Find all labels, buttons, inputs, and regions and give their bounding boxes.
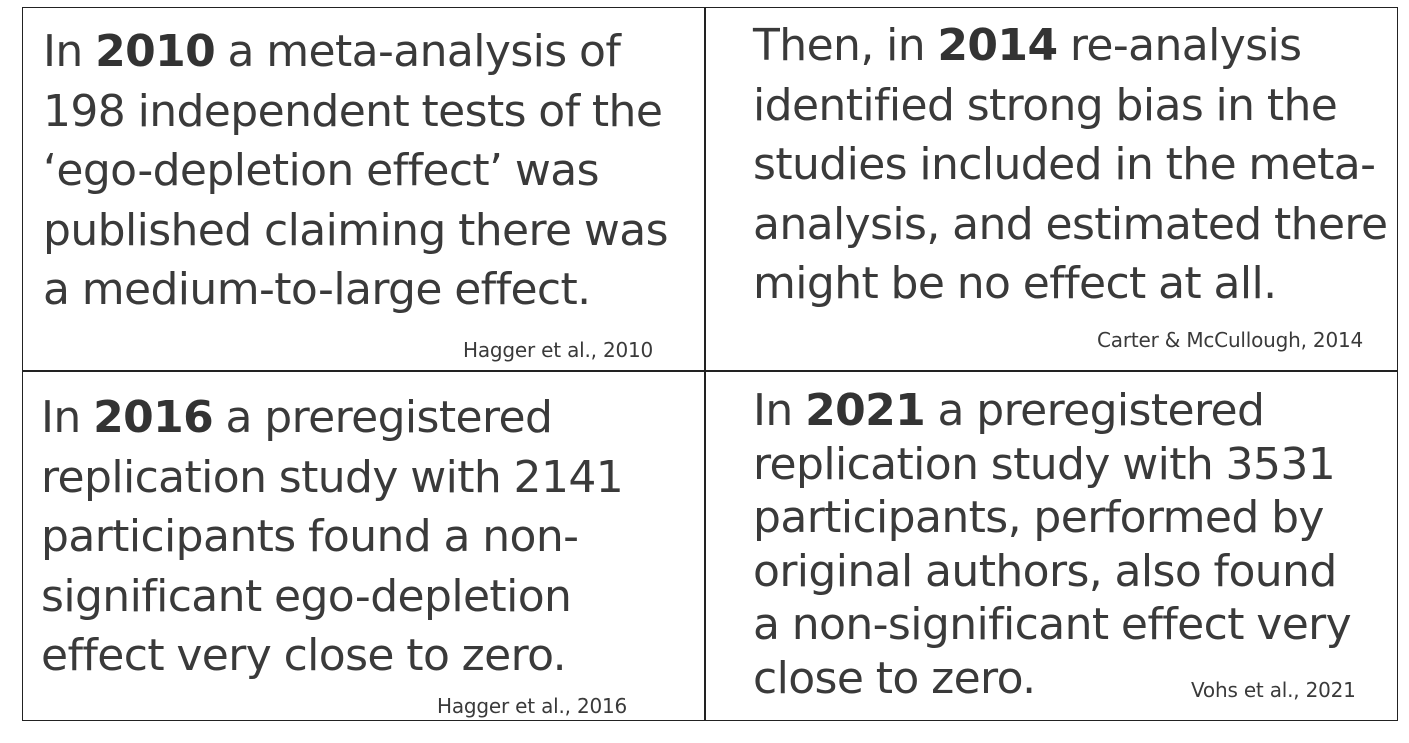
column-divider bbox=[704, 8, 706, 720]
text-line: effect very close to zero. bbox=[41, 630, 567, 681]
text-line: a medium-to-large effect. bbox=[43, 264, 591, 315]
citation: Hagger et al., 2010 bbox=[463, 338, 654, 362]
cell-text: In 2021 a preregistered replication stud… bbox=[753, 384, 1398, 705]
cell-2021-replication: In 2021 a preregistered replication stud… bbox=[753, 384, 1398, 714]
cell-2014-reanalysis: Then, in 2014 re-analysis identified str… bbox=[753, 16, 1398, 366]
text-line: participants found a non- bbox=[41, 511, 579, 562]
text-line: a non-significant effect very bbox=[753, 599, 1352, 650]
text-line: ‘ego-depletion effect’ was bbox=[43, 145, 600, 196]
citation: Hagger et al., 2016 bbox=[437, 694, 628, 718]
text-line: significant ego-depletion bbox=[41, 570, 572, 622]
text-line: In 2016 a preregistered bbox=[41, 392, 553, 443]
text-line: Then, in 2014 re-analysis bbox=[753, 20, 1302, 71]
cell-text: In 2010 a meta-analysis of 198 independe… bbox=[43, 22, 703, 320]
text-line: original authors, also found bbox=[753, 545, 1337, 597]
text-line: analysis, and estimated there bbox=[753, 198, 1388, 250]
cell-2010-meta-analysis: In 2010 a meta-analysis of 198 independe… bbox=[43, 22, 703, 368]
text-line: published claiming there was bbox=[43, 204, 669, 256]
text-line: studies included in the meta- bbox=[753, 139, 1376, 190]
text-line: identified strong bias in the bbox=[753, 79, 1338, 131]
text-line: might be no effect at all. bbox=[753, 258, 1277, 309]
text-line: In 2021 a preregistered bbox=[753, 385, 1265, 436]
text-line: replication study with 2141 bbox=[41, 451, 624, 503]
citation: Vohs et al., 2021 bbox=[1191, 678, 1356, 702]
text-line: In 2010 a meta-analysis of bbox=[43, 26, 621, 77]
text-line: close to zero. bbox=[753, 652, 1036, 704]
text-line: participants, performed by bbox=[753, 492, 1324, 543]
cell-2016-replication: In 2016 a preregistered replication stud… bbox=[41, 388, 701, 718]
row-divider bbox=[23, 370, 1397, 372]
text-line: replication study with 3531 bbox=[753, 438, 1336, 490]
text-line: 198 independent tests of the bbox=[43, 85, 663, 137]
findings-table: In 2010 a meta-analysis of 198 independe… bbox=[22, 7, 1398, 721]
citation: Carter & McCullough, 2014 bbox=[1097, 328, 1364, 352]
cell-text: In 2016 a preregistered replication stud… bbox=[41, 388, 701, 686]
cell-text: Then, in 2014 re-analysis identified str… bbox=[753, 16, 1398, 314]
